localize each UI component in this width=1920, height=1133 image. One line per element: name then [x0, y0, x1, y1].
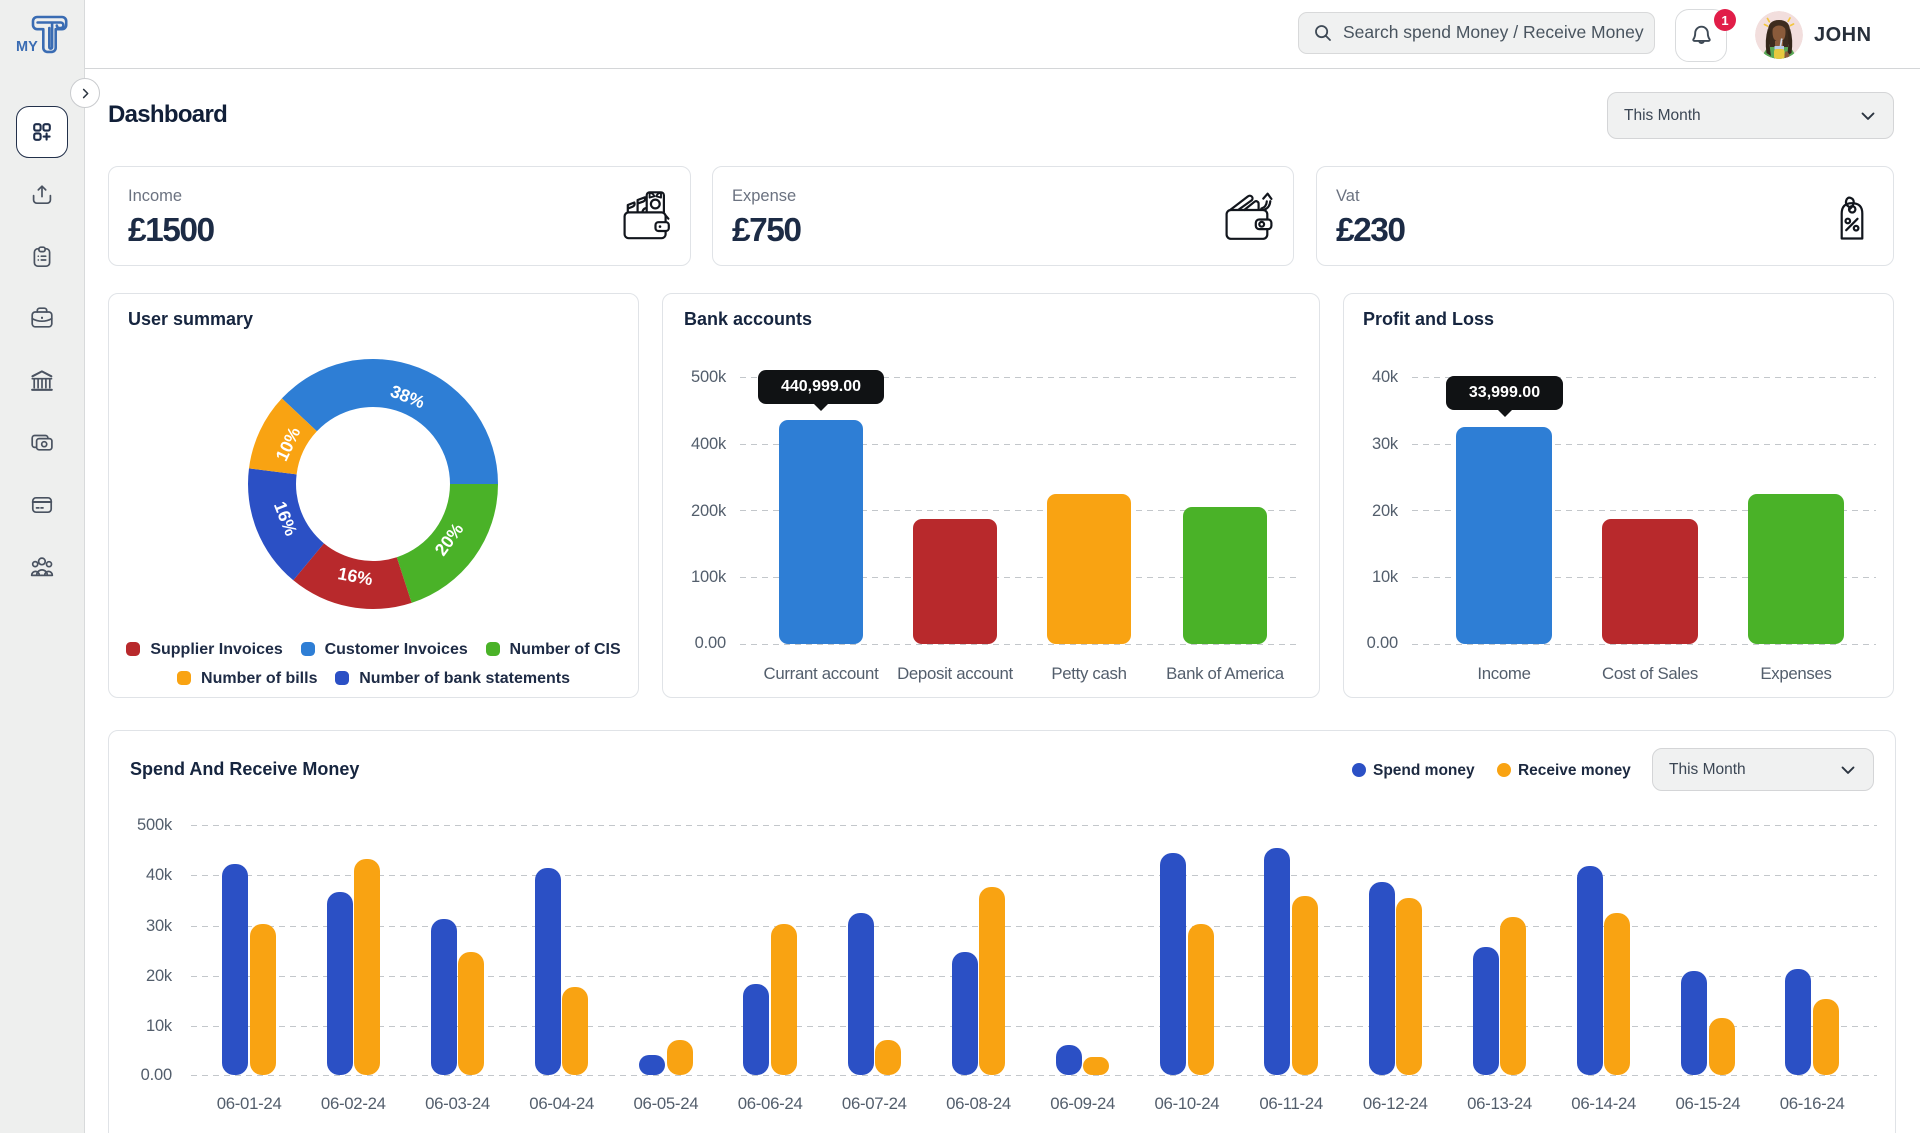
- svg-text:MY: MY: [16, 39, 38, 55]
